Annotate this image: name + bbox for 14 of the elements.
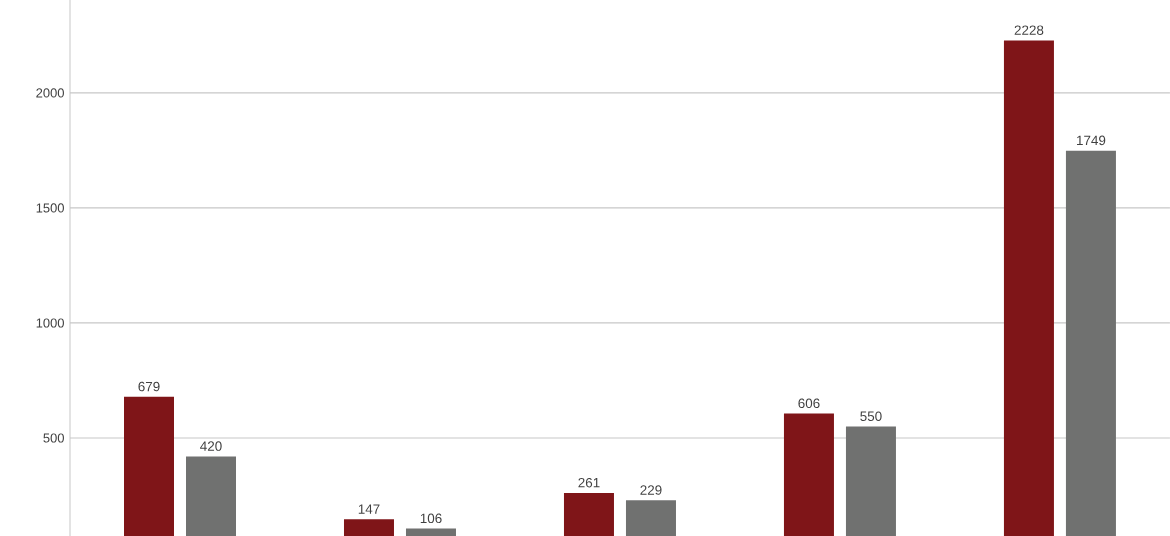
data-label: 147 [358,504,380,514]
data-label: 606 [798,398,820,409]
y-tick-label: 500 [43,433,64,443]
data-label: 261 [578,477,600,488]
data-label: 679 [138,381,160,392]
data-label: 229 [640,485,662,495]
y-tick-label: 1500 [36,203,64,213]
data-label: 420 [200,441,222,451]
data-label: 106 [420,513,442,524]
data-label: 1749 [1077,135,1106,146]
data-label: 2228 [1014,25,1044,35]
data-label: 550 [860,411,882,421]
y-tick-label: 2000 [36,88,64,98]
y-tick-label: 1000 [36,318,64,328]
